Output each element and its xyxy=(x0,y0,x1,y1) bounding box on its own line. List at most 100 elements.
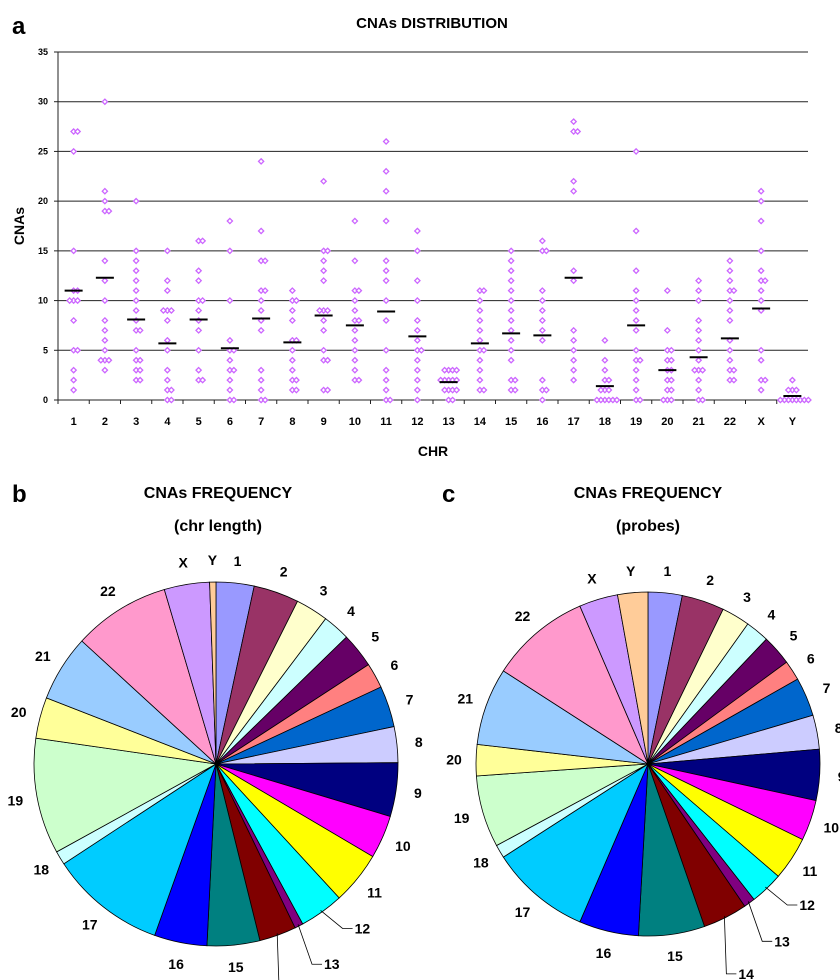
data-point xyxy=(382,366,390,374)
data-point xyxy=(507,336,515,344)
data-point xyxy=(757,346,765,354)
data-point xyxy=(538,326,546,334)
y-tick-label: 35 xyxy=(38,47,48,57)
x-tick-label: 4 xyxy=(164,416,171,428)
data-point xyxy=(413,326,421,334)
data-point xyxy=(632,147,640,155)
data-point xyxy=(538,306,546,315)
data-point xyxy=(761,376,769,384)
data-point xyxy=(667,346,675,354)
slice-label: 8 xyxy=(415,734,423,750)
panel-b-title: CNAs FREQUENCY xyxy=(144,485,293,502)
data-point xyxy=(695,376,703,384)
data-point xyxy=(70,366,78,374)
data-point xyxy=(70,376,78,384)
slice-label: 16 xyxy=(168,956,184,972)
data-point xyxy=(632,386,640,394)
data-point xyxy=(507,346,515,354)
data-point xyxy=(453,366,461,374)
data-point xyxy=(195,277,203,285)
data-point xyxy=(632,346,640,354)
data-point xyxy=(538,336,546,344)
data-point xyxy=(507,267,515,275)
data-point xyxy=(292,386,300,394)
data-point xyxy=(413,386,421,394)
slice-label: 11 xyxy=(367,884,382,900)
data-point xyxy=(230,366,238,374)
data-point xyxy=(257,386,265,394)
y-tick-label: 20 xyxy=(38,196,48,206)
data-point xyxy=(167,396,175,404)
data-point xyxy=(601,366,609,374)
data-point xyxy=(163,316,171,324)
data-point xyxy=(632,306,640,315)
slice-label: 6 xyxy=(807,651,815,667)
slice-label: 3 xyxy=(320,583,328,599)
data-point xyxy=(351,366,359,374)
x-tick-label: 11 xyxy=(380,416,392,428)
data-point xyxy=(257,376,265,384)
data-point xyxy=(101,316,109,324)
data-point xyxy=(257,297,265,305)
data-point xyxy=(382,386,390,394)
data-point xyxy=(195,267,203,275)
y-tick-label: 5 xyxy=(43,345,48,355)
data-point xyxy=(507,316,515,324)
data-point xyxy=(507,277,515,285)
x-tick-label: 15 xyxy=(505,416,517,428)
slice-label: 10 xyxy=(823,820,839,836)
data-point xyxy=(132,267,140,275)
data-point xyxy=(261,257,269,265)
data-point xyxy=(70,147,78,155)
data-point xyxy=(136,356,144,364)
x-tick-label: 10 xyxy=(349,416,361,428)
data-point xyxy=(538,297,546,305)
data-point xyxy=(132,297,140,305)
data-point xyxy=(132,277,140,285)
data-point xyxy=(413,277,421,285)
data-point xyxy=(413,247,421,255)
data-point xyxy=(261,396,269,404)
data-point xyxy=(632,227,640,235)
data-point xyxy=(101,336,109,344)
data-point xyxy=(507,356,515,364)
data-point xyxy=(167,306,175,315)
data-point xyxy=(320,257,328,265)
data-point xyxy=(163,376,171,384)
data-point xyxy=(105,356,113,364)
x-tick-label: 19 xyxy=(630,416,642,428)
pie-slice xyxy=(63,763,217,936)
leader-line xyxy=(747,901,773,942)
data-point xyxy=(695,287,703,295)
data-point xyxy=(324,386,332,394)
data-point xyxy=(730,366,738,374)
data-point xyxy=(757,247,765,255)
slice-label: 14 xyxy=(738,966,754,980)
data-point xyxy=(163,336,171,344)
data-point xyxy=(441,366,449,374)
slice-label: 3 xyxy=(743,589,751,605)
data-point xyxy=(163,366,171,374)
data-point xyxy=(382,257,390,265)
slice-label: 12 xyxy=(799,897,815,913)
pie-slice xyxy=(209,581,217,765)
slice-label: 8 xyxy=(835,720,840,736)
data-point xyxy=(70,247,78,255)
data-point xyxy=(136,376,144,384)
data-point xyxy=(417,346,425,354)
data-point xyxy=(663,287,671,295)
data-point xyxy=(570,326,578,334)
data-point xyxy=(538,287,546,295)
data-point xyxy=(507,326,515,334)
x-tick-label: 14 xyxy=(474,416,487,428)
leader-line xyxy=(765,886,798,906)
data-point xyxy=(574,128,582,136)
y-tick-label: 10 xyxy=(38,296,48,306)
data-point xyxy=(776,396,784,404)
data-point xyxy=(511,376,519,384)
data-point xyxy=(351,346,359,354)
data-point xyxy=(667,386,675,394)
slice-label: 11 xyxy=(803,863,818,879)
slice-label: 20 xyxy=(11,704,27,720)
data-point xyxy=(167,386,175,394)
